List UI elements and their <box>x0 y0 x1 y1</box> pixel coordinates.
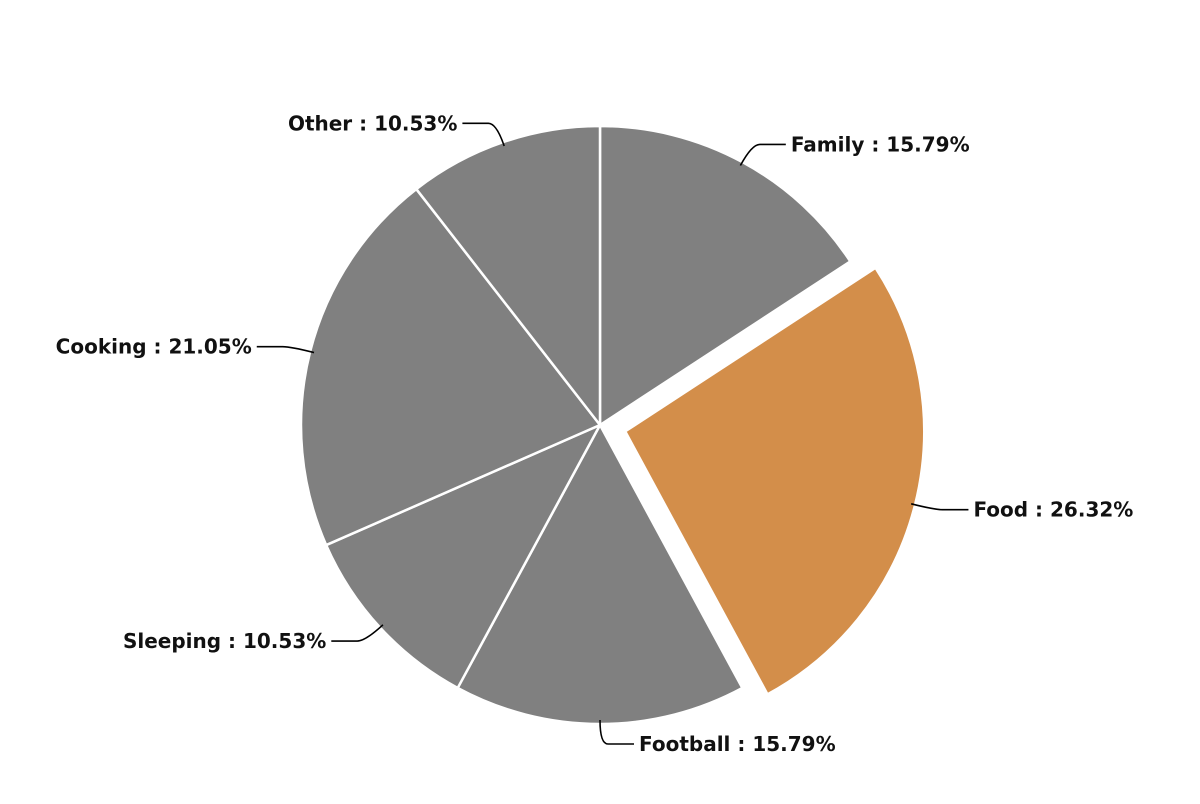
slices-layer <box>299 124 926 726</box>
leader-line-other <box>462 122 505 147</box>
labels-layer: Family : 15.79% Food : 26.32% Football : 1… <box>56 111 1134 756</box>
leader-line-food <box>910 503 969 511</box>
leader-lines-layer <box>256 122 969 745</box>
leader-line-family <box>739 143 786 166</box>
leader-line-football <box>599 719 634 745</box>
slice-label-other: Other : 10.53% <box>288 111 457 135</box>
leader-line-sleeping <box>331 624 384 642</box>
slice-label-football: Football : 15.79% <box>639 732 836 756</box>
slice-label-family: Family : 15.79% <box>791 132 970 156</box>
slice-label-food: Food : 26.32% <box>973 498 1133 522</box>
slice-label-sleeping: Sleeping : 10.53% <box>123 629 326 653</box>
slice-label-cooking: Cooking : 21.05% <box>56 335 252 359</box>
leader-line-cooking <box>256 345 315 354</box>
